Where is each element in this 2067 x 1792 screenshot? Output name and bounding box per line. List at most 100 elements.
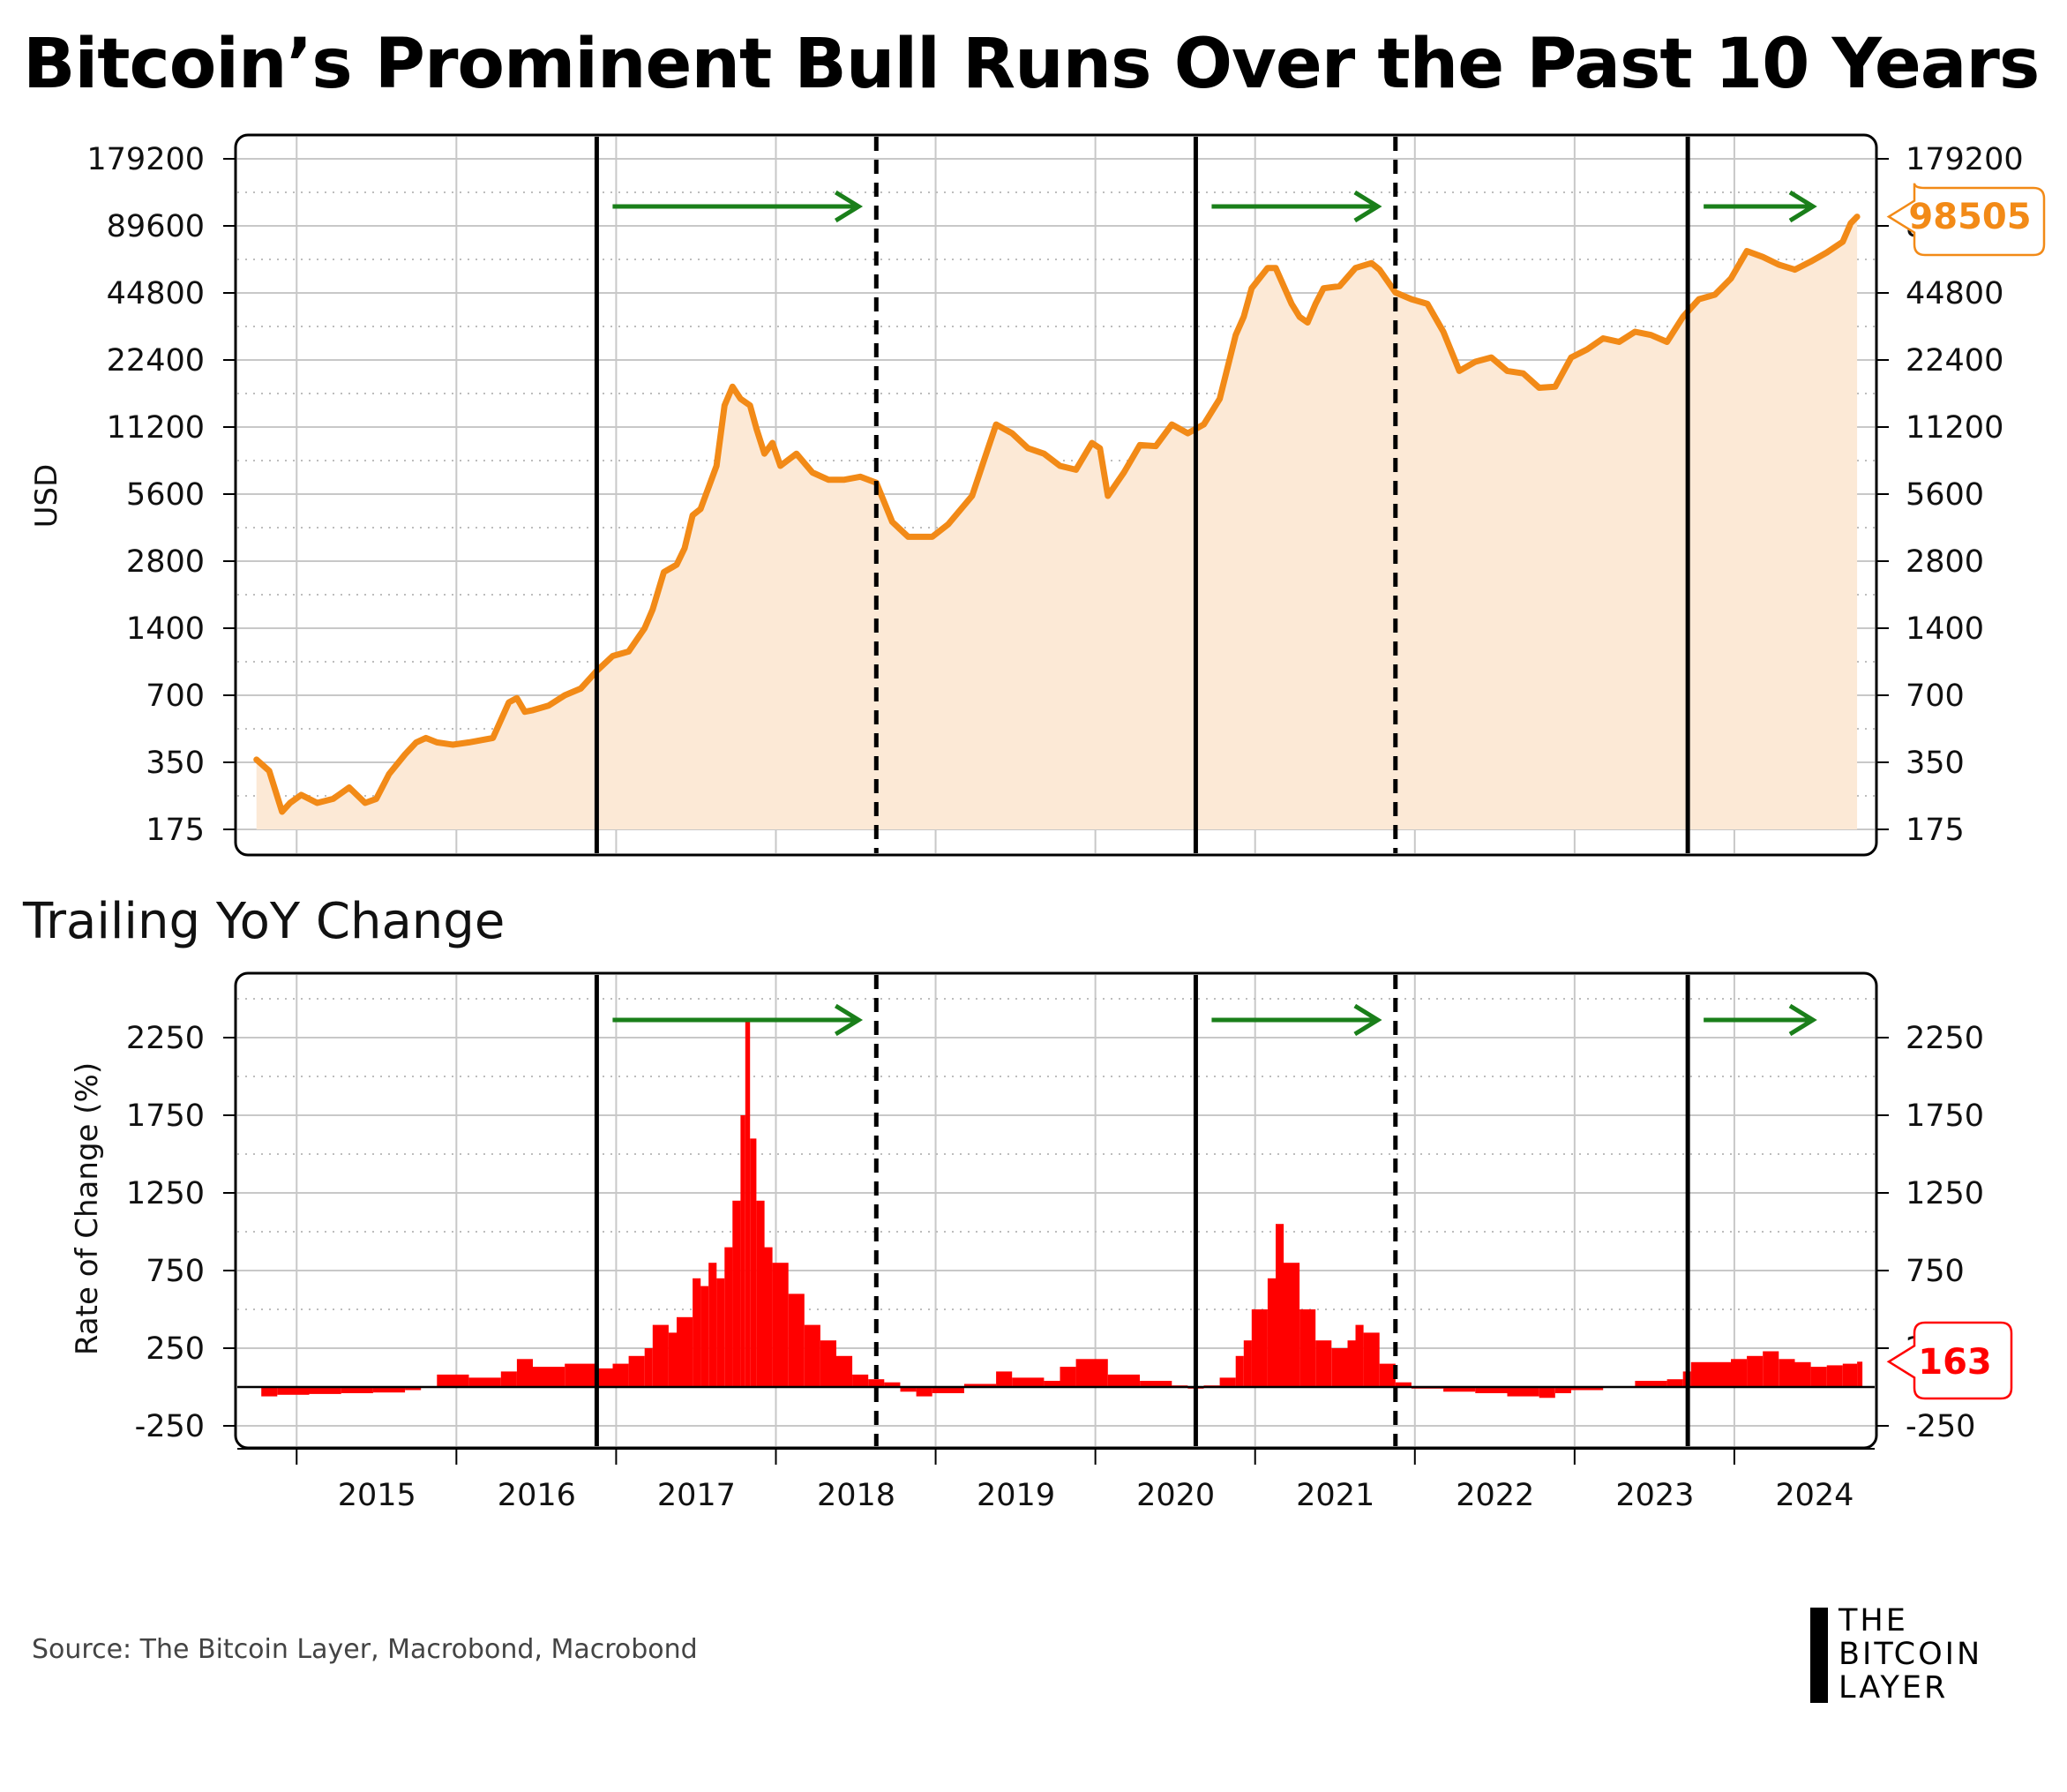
price-line (253, 214, 1861, 815)
roc-bar (1251, 1309, 1268, 1387)
roc-bar (732, 1200, 741, 1387)
roc-bar (668, 1332, 677, 1387)
roc-bar (1363, 1332, 1380, 1387)
price-right-tick-label: 44800 (1906, 276, 2003, 311)
roc-bar (468, 1377, 501, 1387)
roc-panel-title: Trailing YoY Change (22, 893, 505, 950)
price-bull-run-arrow-head (834, 190, 864, 223)
roc-left-tick-label: 250 (146, 1331, 205, 1367)
roc-bar (277, 1387, 310, 1395)
roc-bar (852, 1374, 869, 1387)
roc-bar (1379, 1363, 1396, 1387)
roc-bar (868, 1379, 885, 1387)
roc-bar (677, 1316, 693, 1387)
roc-marks (237, 1022, 1875, 1398)
roc-left-tick-label: 1250 (126, 1176, 205, 1211)
price-last-value: 98505 (1908, 197, 2031, 237)
roc-right-tick-label: 1750 (1906, 1098, 1984, 1134)
price-left-tick-label: 11200 (107, 410, 205, 446)
roc-bar (884, 1382, 901, 1387)
roc-y-axis-label: Rate of Change (%) (70, 1062, 105, 1355)
roc-bar (1395, 1382, 1412, 1387)
roc-bar (1284, 1263, 1300, 1387)
roc-bar (756, 1200, 765, 1387)
price-left-tick-label: 89600 (107, 209, 205, 244)
roc-bar (1219, 1377, 1236, 1387)
price-right-tick-label: 5600 (1906, 477, 1984, 513)
logo-bar (1810, 1608, 1828, 1703)
roc-bar (1315, 1340, 1332, 1387)
roc-bar (1507, 1387, 1539, 1397)
roc-bar (1763, 1351, 1779, 1387)
roc-left-tick-label: 2250 (126, 1021, 205, 1056)
roc-grid (237, 975, 1875, 1446)
roc-left-tick-label: -250 (135, 1409, 205, 1444)
roc-bar (1107, 1374, 1140, 1387)
x-axis-tick-label: 2017 (657, 1478, 736, 1513)
price-bull-run-lines (594, 137, 1817, 853)
roc-right-tick-label: 1250 (1906, 1176, 1984, 1211)
roc-right-tick-label: 2250 (1906, 1021, 1984, 1056)
roc-bar (996, 1371, 1013, 1387)
roc-bar (1475, 1387, 1508, 1393)
chart-svg: 175 175 350 350 700 700 1400 1400 2800 2800 5600 56… (22, 133, 2046, 1513)
price-left-tick-label: 350 (146, 746, 205, 781)
roc-bar (1331, 1348, 1348, 1387)
price-right-tick-label: 700 (1906, 679, 1965, 714)
roc-bar (1355, 1324, 1364, 1387)
price-left-tick-label: 175 (146, 813, 205, 848)
roc-bar (1635, 1381, 1667, 1387)
roc-bar (652, 1324, 669, 1387)
roc-bar (1044, 1381, 1060, 1387)
roc-bar (1747, 1355, 1764, 1387)
x-axis-tick-label: 2023 (1615, 1478, 1694, 1513)
roc-bar (820, 1340, 836, 1387)
price-left-tick-label: 5600 (126, 477, 205, 513)
roc-left-tick-label: 750 (146, 1254, 205, 1289)
x-axis-tick-label: 2022 (1456, 1478, 1534, 1513)
price-left-tick-label: 700 (146, 679, 205, 714)
roc-right-tick-label: 750 (1906, 1254, 1965, 1289)
price-bull-run-arrow-head (1353, 190, 1382, 223)
roc-bar (693, 1278, 701, 1387)
source-note: Source: The Bitcoin Layer, Macrobond, Ma… (32, 1634, 698, 1665)
x-axis-tick-label: 2019 (977, 1478, 1055, 1513)
roc-bar (309, 1387, 341, 1394)
roc-last-value-callout: 163 (1886, 1321, 2013, 1400)
logo-line-3: LAYER (1839, 1670, 1949, 1706)
x-axis-tick-label: 2016 (498, 1478, 576, 1513)
price-right-tick-label: 179200 (1906, 142, 2024, 177)
x-axis-tick-label: 2015 (338, 1478, 416, 1513)
roc-bar (836, 1355, 853, 1387)
price-right-tick-label: 11200 (1906, 410, 2003, 446)
roc-bull-run-lines (594, 975, 1817, 1446)
roc-bar (565, 1363, 597, 1387)
price-left-tick-label: 179200 (86, 142, 205, 177)
price-left-tick-label: 22400 (107, 343, 205, 379)
roc-bar (900, 1387, 917, 1392)
brand-logo: THE BITCOIN LAYER (1810, 1604, 2048, 1706)
roc-bar (1810, 1367, 1827, 1387)
roc-bar (700, 1286, 709, 1387)
price-area (256, 216, 1858, 830)
roc-bar (1826, 1365, 1843, 1387)
roc-bar (804, 1324, 820, 1387)
roc-bar (1276, 1224, 1284, 1387)
roc-bar (916, 1387, 932, 1397)
roc-bar (932, 1387, 964, 1393)
roc-bar (764, 1247, 773, 1387)
roc-bar (612, 1363, 629, 1387)
roc-bar (1243, 1340, 1252, 1387)
roc-bar (708, 1263, 717, 1387)
logo-line-2: BITCOIN (1839, 1637, 1983, 1672)
roc-bar (750, 1138, 757, 1387)
roc-bar (341, 1387, 373, 1393)
price-right-tick-label: 1400 (1906, 611, 1984, 647)
roc-bar (1857, 1361, 1863, 1387)
roc-bar (261, 1387, 278, 1397)
roc-bar (1539, 1387, 1555, 1398)
roc-bar (644, 1348, 653, 1387)
roc-bar (1794, 1361, 1811, 1387)
roc-bar (516, 1359, 533, 1387)
roc-bar (745, 1022, 751, 1387)
